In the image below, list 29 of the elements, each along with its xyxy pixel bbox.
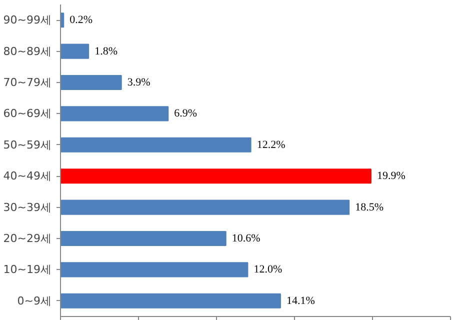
data-label: 6.9% [174, 108, 198, 120]
y-tick-label: 30~39세 [3, 200, 52, 214]
data-label: 10.6% [232, 232, 260, 244]
data-label: 0.2% [70, 14, 93, 26]
bar [60, 230, 226, 246]
bar [60, 137, 252, 152]
data-label: 19.9% [376, 170, 406, 182]
data-label: 12.2% [256, 138, 286, 151]
bar [60, 168, 372, 184]
data-label: 12.0% [254, 264, 282, 276]
bar [60, 106, 169, 122]
data-label: 3.9% [127, 76, 150, 88]
y-tick-label: 0~9세 [17, 294, 52, 308]
data-label: 18.5% [355, 201, 384, 214]
bar [60, 293, 281, 308]
y-tick-label: 60~69세 [3, 107, 52, 120]
y-tick-label: 80~89세 [3, 44, 52, 58]
y-tick-label: 90~99세 [3, 14, 52, 27]
bar [60, 44, 90, 59]
bar [60, 74, 122, 90]
bar [60, 262, 248, 278]
y-tick-label: 50~59세 [3, 138, 52, 152]
y-tick-label: 40~49세 [3, 170, 52, 183]
y-tick-label: 20~29세 [3, 232, 52, 245]
data-label: 1.8% [94, 45, 118, 58]
y-tick-label: 70~79세 [3, 76, 52, 89]
y-tick-label: 10~19세 [3, 263, 52, 276]
bar [60, 200, 350, 215]
data-label: 14.1% [286, 294, 315, 307]
